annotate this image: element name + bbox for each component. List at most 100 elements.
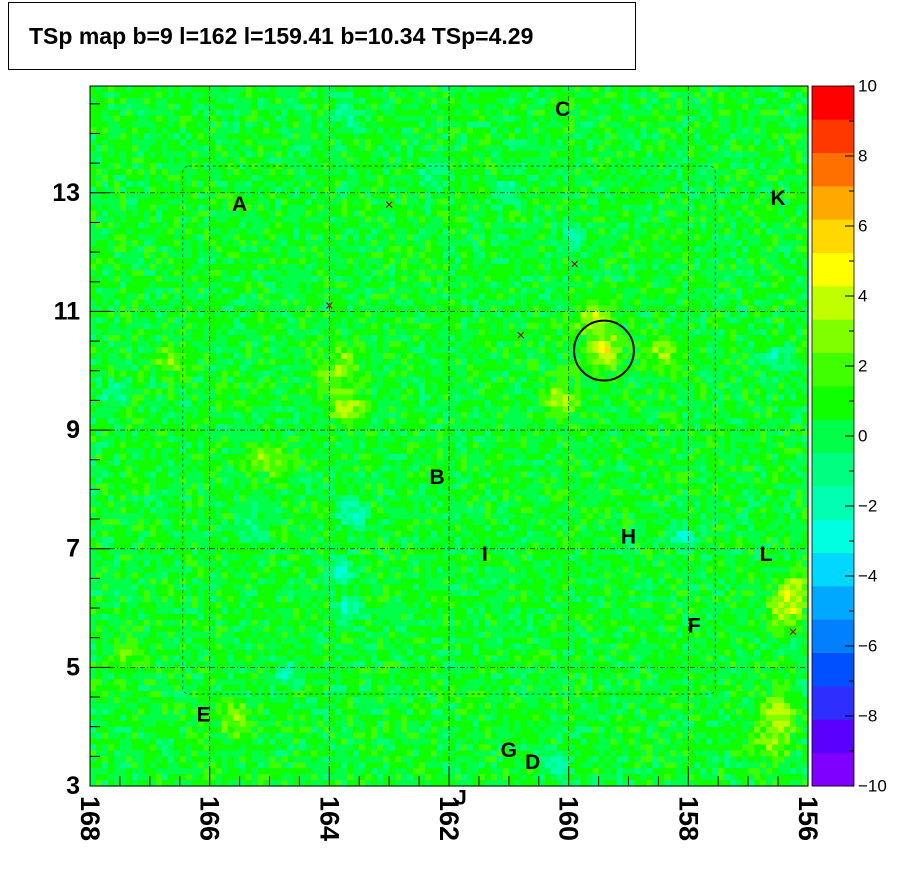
heatmap-cell [760,222,767,229]
heatmap-cell [580,151,588,158]
heatmap-cell [143,305,151,313]
heatmap-cell [251,145,259,152]
heatmap-cell [592,240,600,247]
heatmap-cell [652,305,660,313]
heatmap-cell [484,269,492,277]
heatmap-cell [490,127,498,135]
heatmap-cell [365,281,372,289]
heatmap-cell [670,169,677,176]
heatmap-cell [167,151,175,158]
heatmap-cell [299,145,306,152]
heatmap-cell [628,228,636,235]
heatmap-cell [628,252,636,259]
heatmap-cell [538,139,546,146]
heatmap-cell [706,228,713,235]
heatmap-cell [538,299,546,307]
heatmap-cell [496,97,504,105]
heatmap-cell [371,139,378,146]
heatmap-cell [149,317,157,324]
heatmap-cell [257,293,265,301]
heatmap-cell [772,323,779,330]
heatmap-cell [149,97,157,105]
heatmap-cell [586,163,594,170]
heatmap-cell [203,287,211,295]
heatmap-cell [251,186,259,194]
heatmap-cell [101,323,109,330]
heatmap-cell [670,317,677,324]
heatmap-cell [149,258,157,265]
heatmap-cell [658,115,665,123]
heatmap-cell [724,281,731,289]
heatmap-cell [197,317,205,324]
heatmap-cell [724,305,731,313]
heatmap-cell [263,228,271,235]
heatmap-cell [371,216,378,224]
heatmap-cell [700,287,707,295]
heatmap-cell [460,198,468,206]
heatmap-cell [574,228,582,235]
heatmap-cell [107,305,115,313]
heatmap-cell [616,127,624,135]
heatmap-cell [592,180,600,188]
heatmap-cell [634,174,642,182]
heatmap-cell [299,222,306,229]
heatmap-cell [508,145,516,152]
heatmap-cell [239,91,247,99]
heatmap-cell [526,115,534,123]
heatmap-cell [131,121,139,129]
heatmap-cell [311,305,318,313]
heatmap-cell [544,210,552,218]
heatmap-cell [700,246,707,253]
heatmap-cell [484,293,492,301]
heatmap-cell [221,323,229,330]
heatmap-cell [724,91,731,99]
heatmap-cell [90,169,97,176]
heatmap-cell [107,97,115,105]
heatmap-cell [287,97,295,105]
heatmap-cell [676,169,683,176]
heatmap-cell [431,204,438,212]
heatmap-cell [514,86,522,93]
heatmap-cell [772,299,779,307]
heatmap-cell [628,163,636,170]
heatmap-cell [580,275,588,283]
heatmap-cell [245,103,253,111]
heatmap-cell [329,145,336,152]
heatmap-cell [155,198,163,206]
heatmap-cell [622,252,630,259]
heatmap-cell [604,240,612,247]
heatmap-cell [766,163,773,170]
heatmap-cell [604,258,612,265]
heatmap-cell [454,210,462,218]
heatmap-cell [90,192,97,200]
heatmap-cell [796,252,803,259]
heatmap-cell [401,269,408,277]
heatmap-cell [526,216,534,224]
heatmap-cell [538,91,546,99]
heatmap-cell [688,91,695,99]
heatmap-cell [562,204,570,212]
heatmap-cell [173,198,181,206]
heatmap-cell [239,281,247,289]
heatmap-cell [628,222,636,229]
heatmap-cell [532,323,540,330]
heatmap-cell [443,240,450,247]
heatmap-cell [299,86,306,93]
heatmap-cell [514,91,522,99]
heatmap-cell [802,263,809,271]
heatmap-cell [215,192,223,200]
heatmap-cell [353,252,360,259]
heatmap-cell [251,121,259,129]
heatmap-cell [556,269,564,277]
heatmap-cell [658,121,665,129]
heatmap-cell [251,287,259,295]
heatmap-cell [377,145,384,152]
heatmap-cell [508,186,516,194]
heatmap-cell [191,180,199,188]
heatmap-cell [371,163,378,170]
heatmap-cell [203,275,211,283]
heatmap-cell [407,323,414,330]
heatmap-cell [401,258,408,265]
heatmap-cell [107,174,115,182]
heatmap-cell [371,169,378,176]
